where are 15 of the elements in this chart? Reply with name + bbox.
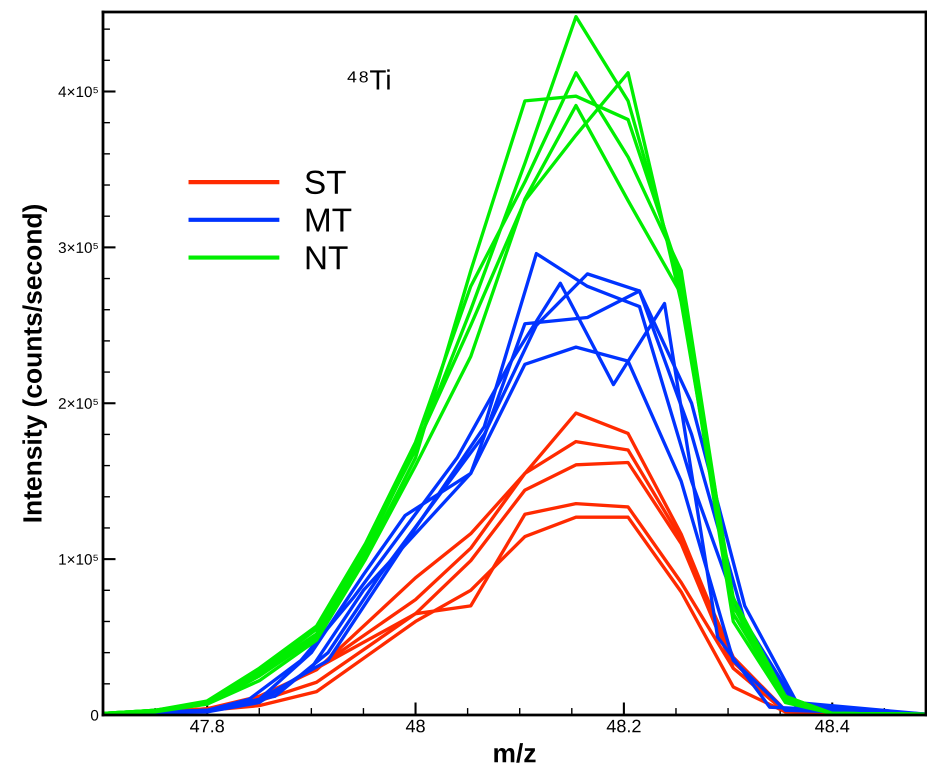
x-tick-label: 48.4 bbox=[815, 720, 850, 732]
y-tick-label: 0 bbox=[90, 710, 98, 721]
y-axis-title: Intensity (counts/second) bbox=[22, 204, 47, 522]
legend-label: MT bbox=[306, 208, 352, 232]
y-tick-label: 1×10⁵ bbox=[59, 554, 98, 565]
y-tick-label: 2×10⁵ bbox=[58, 398, 98, 409]
legend-label: ST bbox=[305, 170, 346, 194]
annotation: ⁴⁸Ti bbox=[347, 69, 390, 90]
x-tick-label: 48.2 bbox=[606, 720, 641, 732]
y-tick-label: 4×10⁵ bbox=[58, 86, 98, 98]
x-tick-label: 47.8 bbox=[190, 720, 224, 732]
x-axis-title: m/z bbox=[494, 743, 536, 763]
legend-label: NT bbox=[306, 246, 348, 270]
x-tick-label: 48 bbox=[406, 720, 425, 732]
y-tick-label: 3×10⁵ bbox=[58, 242, 98, 254]
